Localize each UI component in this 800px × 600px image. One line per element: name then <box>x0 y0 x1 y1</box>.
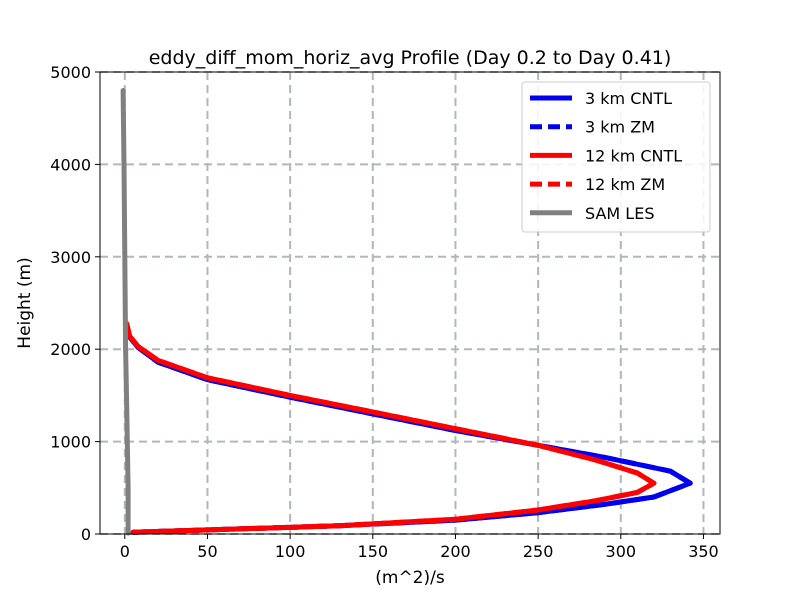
y-axis-label: Height (m) <box>15 257 35 348</box>
x-tick-label: 50 <box>197 542 217 561</box>
y-tick-label: 3000 <box>50 248 91 267</box>
legend-label-3: 12 km ZM <box>585 175 665 194</box>
ticks: 0 50 100 150 200 250 300 350 0 1000 2000 3000 4000 50… <box>50 63 718 561</box>
chart-title: eddy_diff_mom_horiz_avg Profile (Day 0.2… <box>149 47 672 69</box>
legend-label-1: 3 km ZM <box>585 118 655 137</box>
legend-label-0: 3 km CNTL <box>585 89 672 108</box>
y-tick-label: 1000 <box>50 433 91 452</box>
x-tick-label: 350 <box>688 542 719 561</box>
y-tick-label: 5000 <box>50 63 91 82</box>
series-lines <box>120 88 693 536</box>
plot-frame <box>99 71 721 535</box>
series-line-4 <box>120 88 131 536</box>
x-tick-label: 100 <box>275 542 306 561</box>
series-line-3 <box>124 322 657 535</box>
y-tick-label: 0 <box>81 525 91 544</box>
legend-label-2: 12 km CNTL <box>585 146 682 165</box>
x-tick-label: 200 <box>440 542 471 561</box>
x-tick-label: 250 <box>523 542 554 561</box>
x-tick-label: 150 <box>358 542 389 561</box>
series-line-2 <box>124 320 657 535</box>
x-tick-label: 0 <box>120 542 130 561</box>
x-tick-label: 300 <box>606 542 637 561</box>
x-axis-label: (m^2)/s <box>375 568 445 588</box>
legend-label-4: SAM LES <box>585 204 654 223</box>
legend: 3 km CNTL 3 km ZM 12 km CNTL 12 km ZM SAM LE… <box>521 81 711 233</box>
legend-box <box>521 81 711 233</box>
grid <box>100 71 720 535</box>
y-tick-label: 2000 <box>50 340 91 359</box>
y-tick-label: 4000 <box>50 155 91 174</box>
